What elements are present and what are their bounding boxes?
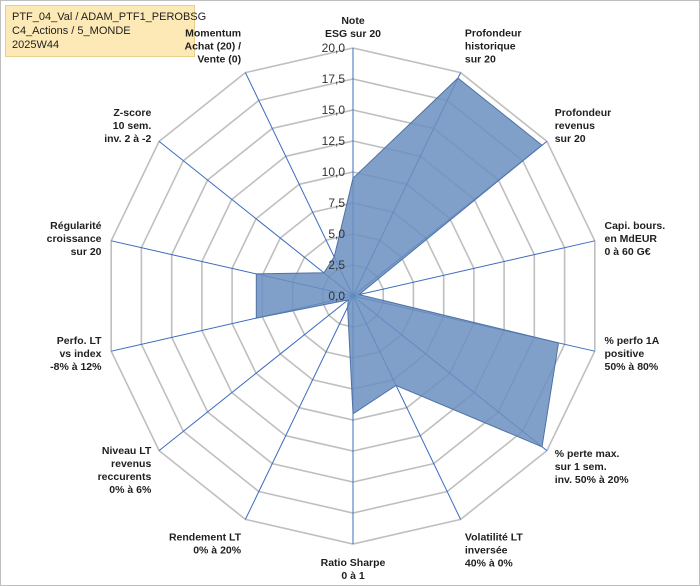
axis-label-line: 0 à 60 G€: [605, 246, 651, 258]
axis-label: Régularité croissance sur 20: [47, 220, 102, 258]
axis-label-line: 50% à 80%: [605, 361, 659, 373]
portfolio-line-3: 2025W44: [12, 39, 60, 51]
axis-label: Volatilité LT inversée 40% à 0%: [465, 531, 524, 569]
tick-label: 7,5: [328, 196, 345, 210]
axis-label-line: 0 à 1: [341, 570, 365, 582]
axis-label: Profondeur historique sur 20: [465, 28, 522, 66]
series-polygon: [255, 77, 560, 448]
axis-label: Rendement LT 0% à 20%: [169, 531, 242, 556]
radar-axis-labels: Note ESG sur 20 Profondeur historique sur 20…: [47, 15, 666, 582]
axis-label-line: sur 20: [555, 133, 586, 145]
tick-label: 12,5: [322, 134, 346, 148]
axis-label-line: Note: [341, 15, 364, 27]
radar-spoke: [244, 295, 354, 520]
radar-spoke: [158, 295, 354, 451]
data-point: [256, 318, 257, 319]
data-point: [359, 294, 360, 295]
axis-label: Note ESG sur 20: [325, 15, 381, 40]
axis-label: % perte max. sur 1 sem. inv. 50% à 20%: [555, 448, 630, 486]
axis-label-line: Capi. bours.: [605, 220, 666, 232]
tick-label: 0,0: [328, 289, 345, 303]
portfolio-line-1: PTF_04_Val / ADAM_PTF1_PEROBSG: [12, 11, 207, 23]
axis-label-line: sur 20: [465, 54, 496, 66]
axis-label: Ratio Sharpe 0 à 1: [321, 557, 386, 582]
axis-label: Profondeur revenus sur 20: [555, 107, 612, 145]
tick-label: 20,0: [322, 41, 346, 55]
axis-label-line: Z-score: [113, 107, 151, 119]
data-point: [396, 385, 397, 386]
data-point: [542, 446, 543, 447]
data-point: [347, 307, 348, 308]
radar-spoke: [158, 141, 354, 297]
radar-series-area: [255, 77, 560, 448]
tick-label: 17,5: [322, 72, 346, 86]
data-point: [348, 299, 349, 300]
axis-label-line: inv. 50% à 20%: [555, 474, 630, 486]
axis-label-line: Rendement LT: [169, 531, 242, 543]
data-point: [558, 342, 559, 343]
axis-label: Perfo. LT vs index -8% à 12%: [50, 335, 102, 373]
axis-label-line: historique: [465, 41, 516, 53]
radar-spoke: [352, 240, 595, 297]
tick-label: 2,5: [328, 258, 345, 272]
axis-label-line: -8% à 12%: [50, 361, 102, 373]
data-point: [542, 145, 543, 146]
axis-label-line: Niveau LT: [102, 445, 152, 457]
axis-label-line: sur 20: [71, 246, 102, 258]
tick-label: 5,0: [328, 227, 345, 241]
data-point: [457, 78, 458, 79]
axis-label-line: Profondeur: [555, 107, 612, 119]
radar-tick-labels: 0,0 2,5 5,0 7,5 10,0 12,5 15,0 17,5 20,0: [322, 41, 346, 303]
axis-label-line: revenus: [111, 458, 151, 470]
axis-label: % perfo 1A positive 50% à 80%: [605, 335, 660, 373]
data-point: [323, 272, 324, 273]
data-point: [353, 413, 354, 414]
axis-label-line: inversée: [465, 544, 508, 556]
axis-label-line: Volatilité LT: [465, 531, 524, 543]
axis-label-line: Profondeur: [465, 28, 522, 40]
axis-label-line: vs index: [59, 348, 101, 360]
axis-label: Niveau LT revenus reccurents 0% à 6%: [98, 445, 152, 496]
axis-label: Capi. bours. en MdEUR 0 à 60 G€: [605, 220, 666, 258]
axis-label-line: Perfo. LT: [57, 335, 102, 347]
axis-label-line: Régularité: [50, 220, 102, 232]
axis-label-line: Achat (20) /: [184, 41, 241, 53]
data-point: [353, 178, 354, 179]
tick-label: 15,0: [322, 103, 346, 117]
axis-label-line: Vente (0): [197, 54, 241, 66]
axis-label: Z-score 10 sem. inv. 2 à -2: [104, 107, 151, 145]
tick-label: 10,0: [322, 165, 346, 179]
axis-label: Momentum Achat (20) / Vente (0): [184, 28, 241, 66]
portfolio-line-2: C4_Actions / 5_MONDE: [12, 25, 131, 37]
axis-label-line: 0% à 6%: [109, 484, 152, 496]
axis-label-line: % perfo 1A: [605, 335, 660, 347]
axis-label-line: 0% à 20%: [193, 544, 242, 556]
axis-label-line: 10 sem.: [113, 120, 152, 132]
portfolio-info-box: PTF_04_Val / ADAM_PTF1_PEROBSG C4_Action…: [5, 5, 207, 57]
axis-label-line: ESG sur 20: [325, 28, 381, 40]
axis-label-line: % perte max.: [555, 448, 620, 460]
axis-label-line: en MdEUR: [605, 233, 658, 245]
axis-label-line: positive: [605, 348, 645, 360]
axis-label-line: croissance: [47, 233, 102, 245]
axis-label-line: revenus: [555, 120, 595, 132]
axis-label-line: 40% à 0%: [465, 557, 514, 569]
axis-label-line: reccurents: [98, 471, 152, 483]
data-point: [256, 273, 257, 274]
axis-label-line: Ratio Sharpe: [321, 557, 386, 569]
axis-label-line: sur 1 sem.: [555, 461, 607, 473]
axis-label-line: inv. 2 à -2: [104, 133, 151, 145]
axis-label-line: Momentum: [185, 28, 241, 40]
